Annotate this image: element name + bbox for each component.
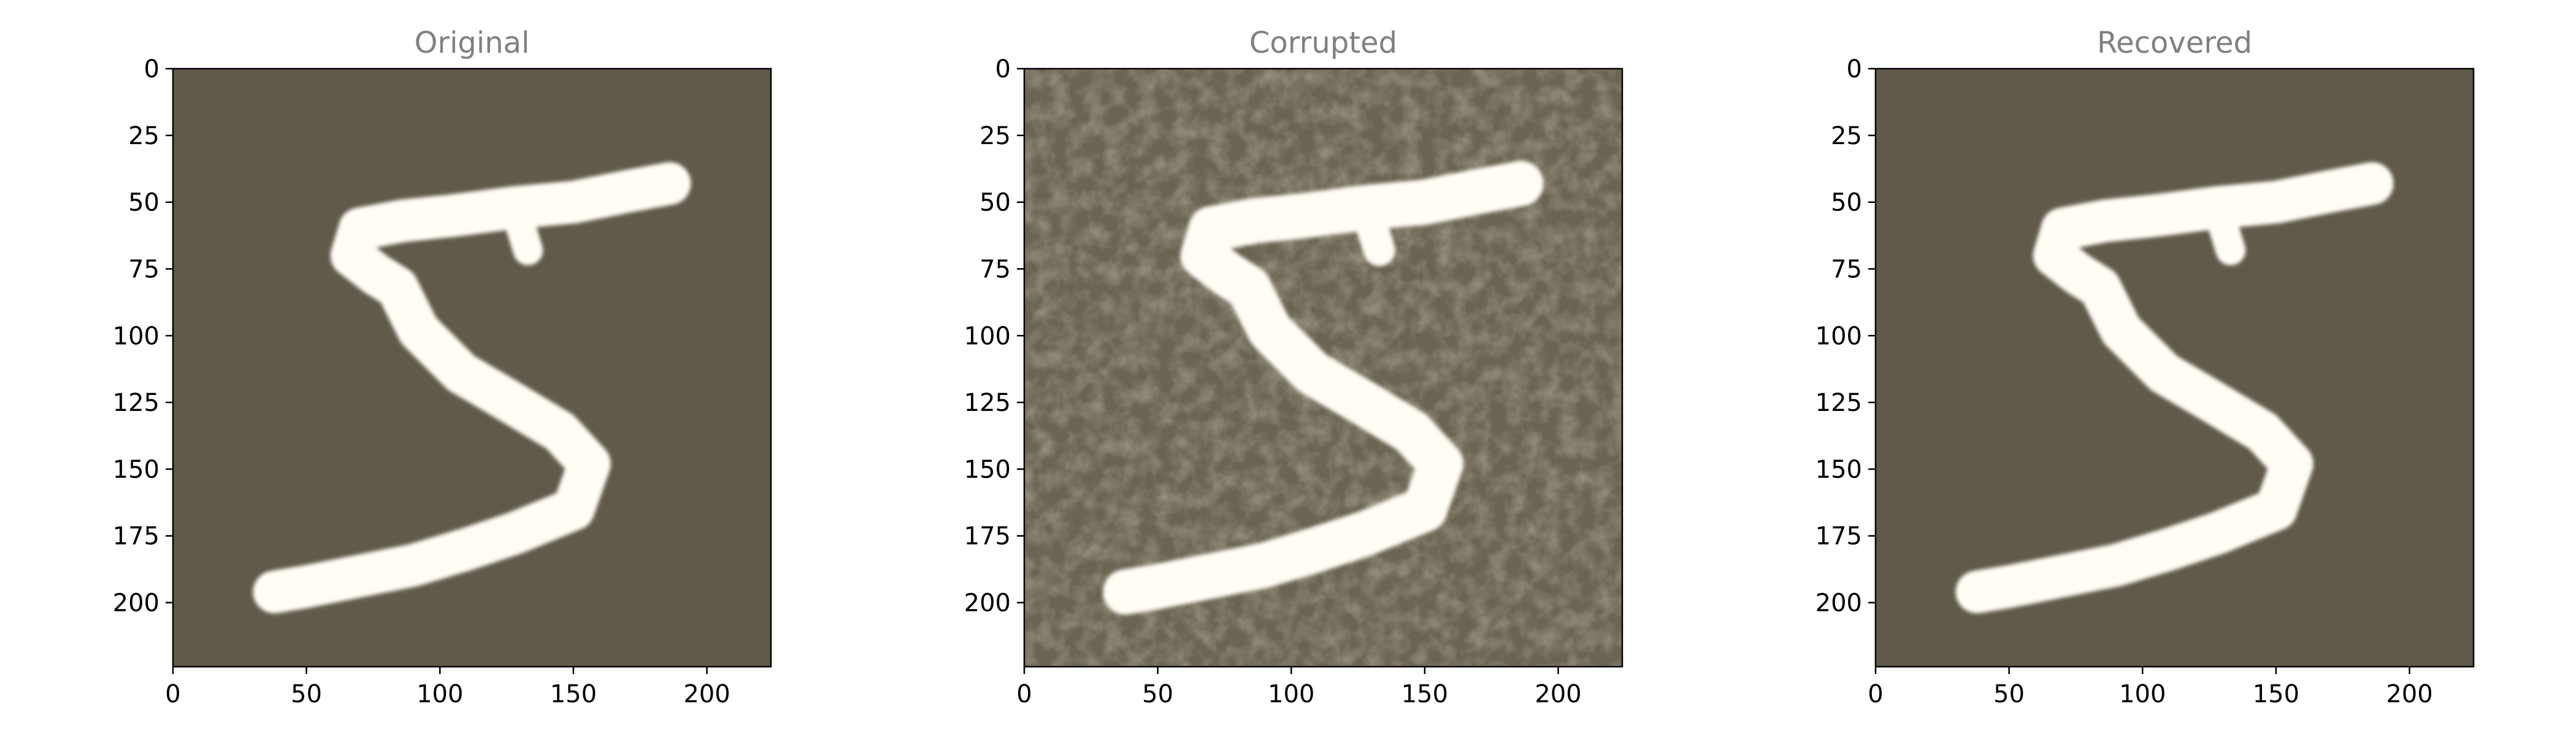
recovered-digit-spike <box>2202 192 2246 266</box>
recovered-ytick-label: 0 <box>1847 55 1862 83</box>
original-xtick-label: 100 <box>416 680 463 708</box>
corrupted-ytick-label: 25 <box>979 122 1011 150</box>
corrupted-xtick-label: 200 <box>1535 680 1581 708</box>
recovered-xtick-label: 100 <box>2119 680 2166 708</box>
original-ytick-label: 150 <box>113 456 159 484</box>
corrupted-ytick-label: 75 <box>979 255 1011 283</box>
panel-original: Original 0 50 100 150 200 0 25 50 75 100 125 150 175 2… <box>113 26 772 708</box>
corrupted-ytick-label: 200 <box>964 589 1011 618</box>
original-digit-accent <box>624 167 681 205</box>
recovered-digit-stroke <box>1955 162 2394 613</box>
recovered-digit-accent <box>2326 167 2383 205</box>
recovered-ytick-label: 100 <box>1815 322 1862 350</box>
original-axes-frame <box>172 67 772 668</box>
original-image <box>173 69 771 667</box>
original-digit <box>253 162 691 613</box>
recovered-digit <box>1955 162 2394 613</box>
original-ytick-label: 50 <box>128 189 159 217</box>
recovered-ytick-label: 25 <box>1831 122 1862 150</box>
panel-corrupted: Corrupted 0 50 100 150 200 0 25 50 75 100 125 150 175… <box>964 26 1623 708</box>
corrupted-ytick-label: 150 <box>964 456 1011 484</box>
corrupted-ytick-label: 125 <box>964 389 1011 417</box>
recovered-ytick-label: 200 <box>1815 589 1862 618</box>
recovered-axes-frame <box>1874 67 2475 668</box>
original-ytick-label: 0 <box>144 55 159 83</box>
recovered-ytick-label: 125 <box>1815 389 1862 417</box>
corrupted-xtick-label: 0 <box>1016 680 1032 708</box>
original-ytick-label: 25 <box>128 122 159 150</box>
corrupted-xtick-label: 50 <box>1142 680 1173 708</box>
original-ytick-label: 175 <box>113 523 159 551</box>
corrupted-digit-stroke <box>1103 161 1544 615</box>
panel-recovered: Recovered 0 50 100 150 200 0 25 50 75 100 125 150 175… <box>1815 26 2475 708</box>
recovered-ytick-label: 175 <box>1815 523 1862 551</box>
original-xtick-label: 50 <box>291 680 322 708</box>
corrupted-ytick-label: 175 <box>964 523 1011 551</box>
original-xtick-label: 0 <box>165 680 180 708</box>
original-ytick-label: 200 <box>113 589 159 618</box>
corrupted-ytick-label: 100 <box>964 322 1011 350</box>
corrupted-digit-accent <box>1474 166 1533 206</box>
recovered-ytick-label: 150 <box>1815 456 1862 484</box>
original-xtick-label: 150 <box>550 680 597 708</box>
recovered-xtick-label: 200 <box>2386 680 2432 708</box>
corrupted-ytick-label: 0 <box>995 55 1011 83</box>
corrupted-xtick-label: 150 <box>1401 680 1448 708</box>
corrupted-image <box>1024 69 1622 667</box>
corrupted-ytick-label: 50 <box>979 189 1011 217</box>
corrupted-title: Corrupted <box>1249 26 1397 60</box>
original-ytick-label: 100 <box>113 322 159 350</box>
original-ytick-label: 75 <box>128 255 159 283</box>
recovered-ytick-label: 50 <box>1831 189 1862 217</box>
recovered-xtick-label: 150 <box>2253 680 2299 708</box>
original-ytick-label: 125 <box>113 389 159 417</box>
original-title: Original <box>415 26 530 60</box>
recovered-xtick-label: 50 <box>1993 680 2025 708</box>
recovered-title: Recovered <box>2097 26 2252 60</box>
corrupted-digit-spike <box>1350 191 1395 266</box>
recovered-xtick-label: 0 <box>1868 680 1883 708</box>
original-xtick-label: 200 <box>683 680 730 708</box>
original-digit-stroke <box>253 162 691 613</box>
original-digit-spike <box>499 192 543 266</box>
corrupted-axes-frame <box>1023 67 1623 668</box>
recovered-image <box>1876 69 2474 667</box>
corrupted-digit <box>1103 161 1544 615</box>
recovered-ytick-label: 75 <box>1831 255 1862 283</box>
corrupted-xtick-label: 100 <box>1268 680 1314 708</box>
